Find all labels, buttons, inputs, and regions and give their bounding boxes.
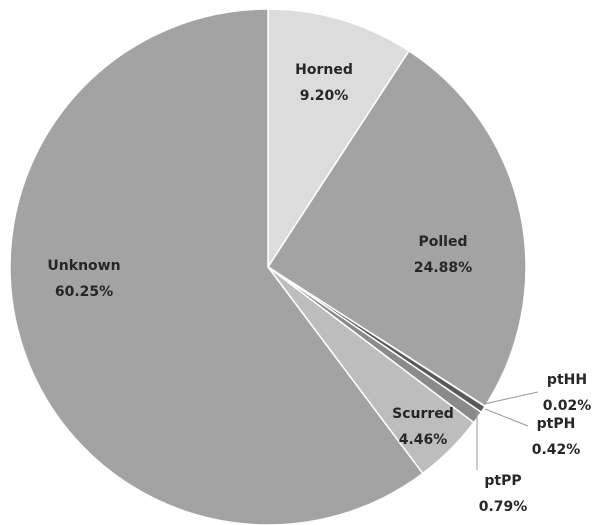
slice-label: Horned [295, 62, 353, 78]
slice-value-label: 24.88% [414, 260, 472, 276]
slice-value-label: 0.79% [479, 499, 528, 515]
leader-line [483, 391, 539, 405]
slice-label: Scurred [392, 406, 454, 422]
slice-value-label: 9.20% [300, 88, 349, 104]
slice-label: ptHH [547, 372, 587, 388]
slice-label: Unknown [47, 258, 120, 274]
slice-value-label: 60.25% [55, 284, 113, 300]
slice-value-label: 0.02% [543, 398, 592, 414]
slice-value-label: 0.42% [532, 442, 581, 458]
slice-label: ptPH [537, 416, 576, 432]
leader-line [484, 408, 529, 427]
pie-slice [266, 49, 527, 408]
pie-slice [9, 8, 424, 525]
slice-value-label: 4.46% [399, 432, 448, 448]
slice-label: ptPP [484, 473, 521, 489]
pie-slice [267, 8, 410, 270]
slice-label: Polled [419, 234, 468, 250]
